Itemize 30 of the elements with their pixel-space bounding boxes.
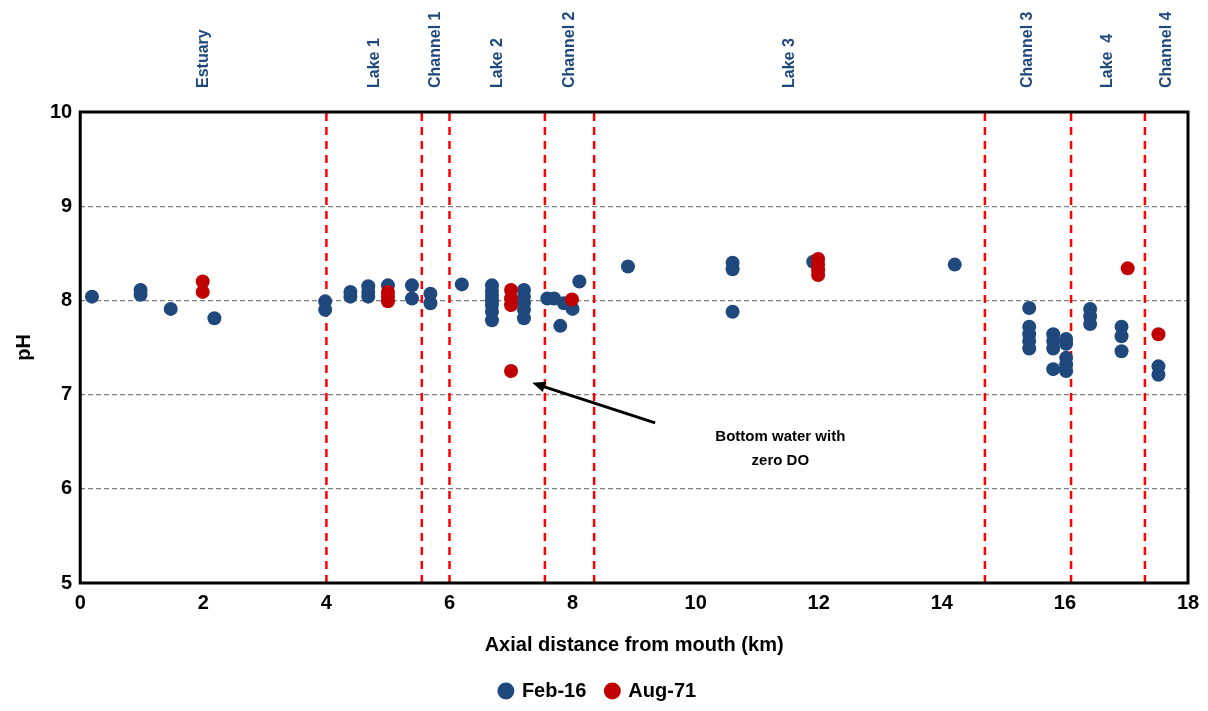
y-tick-label: 8 — [61, 287, 73, 310]
y-tick-label: 7 — [61, 382, 73, 405]
text: Lake 1 — [364, 38, 382, 88]
legend-label: Aug-71 — [628, 678, 697, 701]
text: Estuary — [193, 29, 211, 88]
text: Channel 2 — [559, 11, 577, 88]
x-tick-label: 8 — [567, 590, 579, 613]
x-tick-label: 10 — [684, 590, 707, 613]
x-tick-label: 6 — [443, 590, 456, 613]
text: Lake 3 — [779, 38, 797, 88]
legend-label: Feb-16 — [521, 678, 587, 701]
x-axis-title: Axial distance from mouth (km) — [484, 632, 784, 655]
y-tick-label: 5 — [61, 570, 73, 593]
x-tick-label: 14 — [930, 590, 954, 613]
text: Lake 4 — [1098, 33, 1116, 88]
x-tick-label: 16 — [1053, 590, 1077, 613]
x-tick-label: 4 — [320, 590, 333, 613]
y-tick-label: 6 — [61, 476, 73, 499]
x-tick-label: 12 — [807, 590, 830, 613]
y-axis-title: pH — [11, 334, 34, 361]
x-tick-label: 0 — [74, 590, 86, 613]
x-tick-label: 18 — [1176, 590, 1200, 613]
x-tick-label: 2 — [197, 590, 209, 613]
y-tick-label: 9 — [61, 193, 73, 216]
y-tick-label: 10 — [50, 99, 73, 122]
annotation: Bottom water with zero DO — [715, 427, 846, 469]
text: Channel 1 — [426, 11, 444, 88]
text: Channel 3 — [1018, 11, 1036, 88]
text: Lake 2 — [487, 38, 505, 88]
text: Channel 4 — [1156, 11, 1174, 88]
